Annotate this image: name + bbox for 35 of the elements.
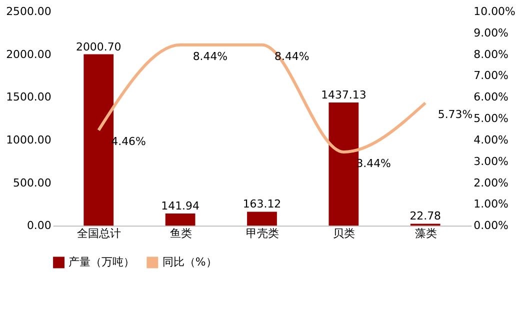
data-label: 163.12 bbox=[242, 198, 282, 211]
data-label: 8.44% bbox=[274, 50, 310, 63]
data-label: 2000.70 bbox=[76, 40, 122, 54]
data-label: 22.78 bbox=[410, 210, 442, 223]
x-tick-label: 全国总计 bbox=[77, 227, 122, 240]
legend-label: 产量（万吨） bbox=[68, 256, 135, 269]
bar bbox=[165, 214, 196, 226]
y2-tick-label: 0.00% bbox=[474, 219, 508, 232]
data-label: 141.94 bbox=[161, 200, 200, 213]
y2-tick-label: 4.00% bbox=[474, 133, 508, 146]
x-tick-label: 藻类 bbox=[414, 227, 437, 240]
y2-tick-label: 3.00% bbox=[474, 154, 508, 168]
x-tick-label: 鱼类 bbox=[170, 227, 192, 240]
x-tick-label: 甲壳类 bbox=[246, 227, 279, 240]
bar bbox=[247, 212, 277, 226]
y-tick-label: 2500.00 bbox=[6, 4, 52, 18]
y2-tick-label: 10.00% bbox=[474, 4, 516, 18]
data-label: 8.44% bbox=[192, 50, 228, 63]
y-tick-label: 500.00 bbox=[13, 176, 52, 190]
y2-tick-label: 1.00% bbox=[474, 198, 508, 211]
y2-tick-label: 9.00% bbox=[474, 26, 508, 40]
bar bbox=[328, 102, 359, 226]
y2-tick-label: 5.00% bbox=[474, 112, 508, 126]
legend-label: 同比（%） bbox=[162, 256, 217, 269]
y2-tick-label: 2.00% bbox=[474, 176, 508, 190]
data-label: 5.73% bbox=[438, 108, 473, 121]
y-tick-label: 2000.00 bbox=[6, 48, 52, 61]
data-label: 1437.13 bbox=[321, 88, 366, 102]
y2-tick-label: 7.00% bbox=[474, 69, 508, 82]
y-tick-label: 1500.00 bbox=[6, 90, 52, 104]
y2-tick-label: 8.00% bbox=[474, 48, 508, 61]
y-tick-label: 1000.00 bbox=[6, 133, 52, 146]
x-tick-label: 贝类 bbox=[333, 227, 356, 240]
y2-tick-label: 6.00% bbox=[474, 90, 508, 104]
y-tick-label: 0.00 bbox=[26, 219, 52, 232]
